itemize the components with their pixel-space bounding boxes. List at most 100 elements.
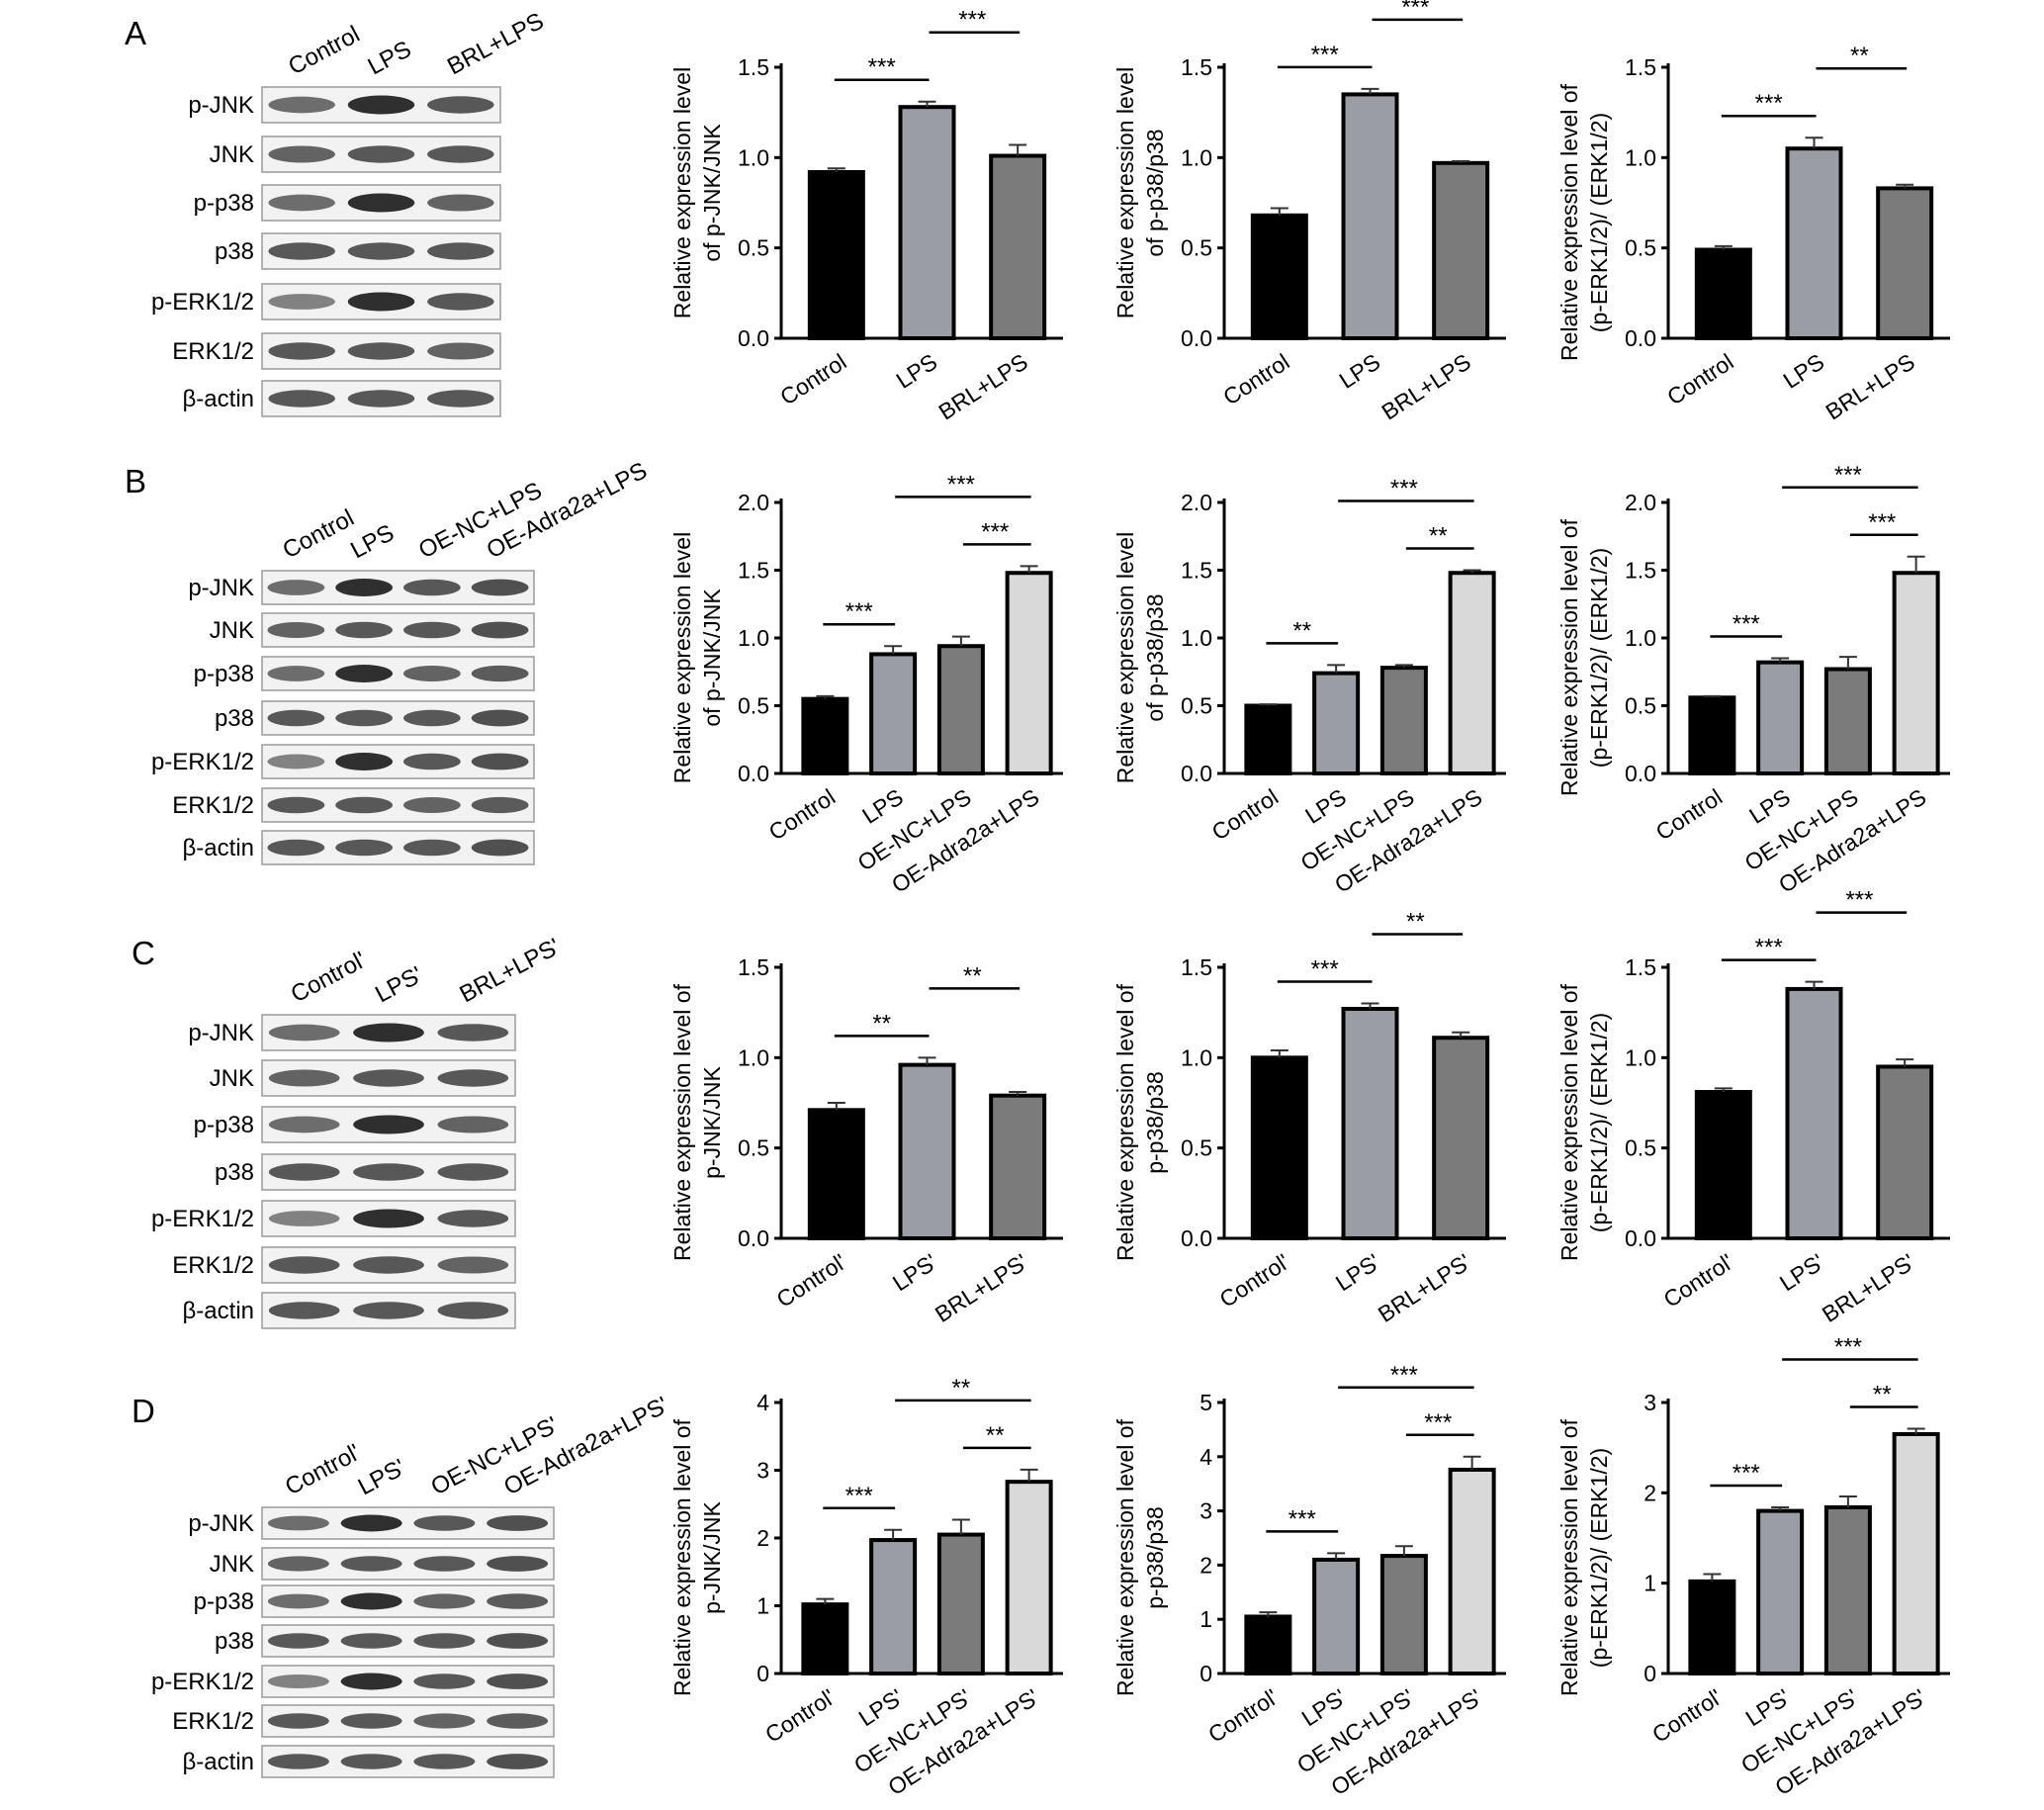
y-tick-label: 1.5: [738, 558, 769, 584]
x-tick-label: BRL+LPS: [933, 348, 1031, 424]
protein-band: [487, 1754, 549, 1769]
protein-band: [413, 1556, 476, 1572]
bar: [1312, 671, 1361, 775]
y-tick-label: 0.0: [1181, 761, 1212, 786]
bar: [1688, 1579, 1736, 1675]
y-tick-label: 1: [1644, 1571, 1656, 1596]
y-axis-label: Relative expression level: [1112, 67, 1138, 318]
y-tick-label: 1.5: [1181, 558, 1212, 584]
protein-band: [353, 1256, 424, 1274]
bar: [1432, 160, 1490, 340]
protein-band: [403, 753, 461, 770]
protein-band: [335, 579, 393, 596]
bar: [1341, 92, 1399, 341]
protein-band: [427, 293, 494, 311]
protein-band: [268, 1211, 340, 1226]
protein-label: p38: [215, 238, 254, 265]
x-tick-label: LPS: [1300, 783, 1351, 828]
bar: [1756, 660, 1805, 775]
y-tick-label: 1: [1200, 1606, 1212, 1632]
protein-label: JNK: [210, 617, 254, 644]
protein-band: [335, 621, 393, 639]
x-tick-label: Control: [1218, 348, 1293, 409]
protein-band: [267, 1754, 329, 1769]
x-tick-label: Control: [1662, 348, 1737, 409]
y-tick-label: 1.0: [738, 1044, 769, 1070]
y-tick-label: 0.0: [1181, 325, 1212, 351]
y-tick-label: 2: [1644, 1480, 1656, 1505]
protein-band: [335, 796, 393, 814]
bar-chart: Relative expression level of p-JNK/JNK 0 1 2…: [669, 1375, 1063, 1800]
protein-band: [267, 580, 325, 595]
protein-band: [268, 242, 335, 260]
protein-band: [340, 1673, 402, 1690]
protein-label: ERK1/2: [172, 338, 254, 365]
protein-band: [427, 242, 494, 260]
y-tick-label: 1.5: [738, 54, 769, 80]
protein-band: [413, 1633, 476, 1649]
protein-band: [335, 665, 393, 682]
y-tick-label: 2.0: [1625, 490, 1656, 515]
bar-chart: Relative expression level of (p-ERK1/2)/ …: [1556, 887, 1950, 1327]
bar: [1892, 1431, 1940, 1676]
protein-band: [471, 796, 529, 814]
significance-label: **: [952, 1375, 971, 1402]
protein-band: [403, 796, 461, 814]
protein-band: [268, 1256, 340, 1274]
protein-label: β-actin: [183, 1749, 255, 1775]
protein-band: [437, 1163, 509, 1181]
y-tick-label: 1.5: [1625, 558, 1656, 584]
bar: [1876, 186, 1934, 340]
y-axis-label: of p-JNK/JNK: [699, 588, 725, 727]
protein-band: [353, 1023, 424, 1042]
significance-label: ***: [1733, 1460, 1760, 1487]
protein-band: [267, 1674, 329, 1689]
protein-band: [437, 1116, 509, 1133]
protein-label: p-ERK1/2: [151, 289, 254, 316]
protein-label: p38: [215, 1628, 254, 1655]
protein-band: [471, 621, 529, 639]
protein-band: [413, 1713, 476, 1729]
protein-band: [335, 753, 393, 770]
protein-label: β-actin: [183, 386, 255, 412]
protein-band: [353, 1115, 424, 1134]
protein-band: [267, 709, 325, 727]
protein-band: [471, 709, 529, 727]
protein-band: [471, 753, 529, 770]
significance-label: **: [1292, 617, 1311, 644]
x-tick-label: LPS': [1331, 1248, 1384, 1296]
bar: [1244, 1614, 1292, 1675]
bar: [1312, 1557, 1361, 1675]
significance-label: **: [963, 962, 982, 989]
bar: [1250, 213, 1308, 340]
y-tick-label: 0.0: [1181, 1225, 1212, 1251]
y-axis-label: Relative expression level of: [669, 1418, 695, 1696]
y-tick-label: 1.5: [1625, 54, 1656, 80]
x-tick-label: BRL+LPS: [1377, 348, 1474, 424]
protein-band: [268, 294, 335, 310]
protein-band: [335, 839, 393, 857]
protein-band: [347, 95, 415, 115]
significance-label: ***: [868, 54, 896, 81]
y-axis-label: Relative expression level of: [1556, 983, 1582, 1261]
protein-band: [340, 1592, 402, 1610]
protein-band: [427, 145, 494, 163]
significance-label: ***: [958, 7, 986, 34]
significance-label: ***: [845, 598, 873, 625]
x-tick-label: Control': [1659, 1248, 1738, 1312]
y-tick-label: 1.5: [1625, 954, 1656, 980]
x-tick-label: LPS: [1335, 348, 1385, 393]
y-tick-label: 2.0: [738, 490, 769, 515]
protein-band: [268, 1116, 340, 1133]
bar: [1892, 571, 1940, 775]
protein-band: [347, 193, 415, 213]
protein-band: [347, 145, 415, 163]
bar: [1379, 1554, 1428, 1675]
protein-band: [340, 1754, 402, 1769]
y-tick-label: 3: [1644, 1390, 1656, 1415]
protein-band: [403, 709, 461, 727]
protein-band: [353, 1209, 424, 1228]
protein-band: [268, 1024, 340, 1041]
